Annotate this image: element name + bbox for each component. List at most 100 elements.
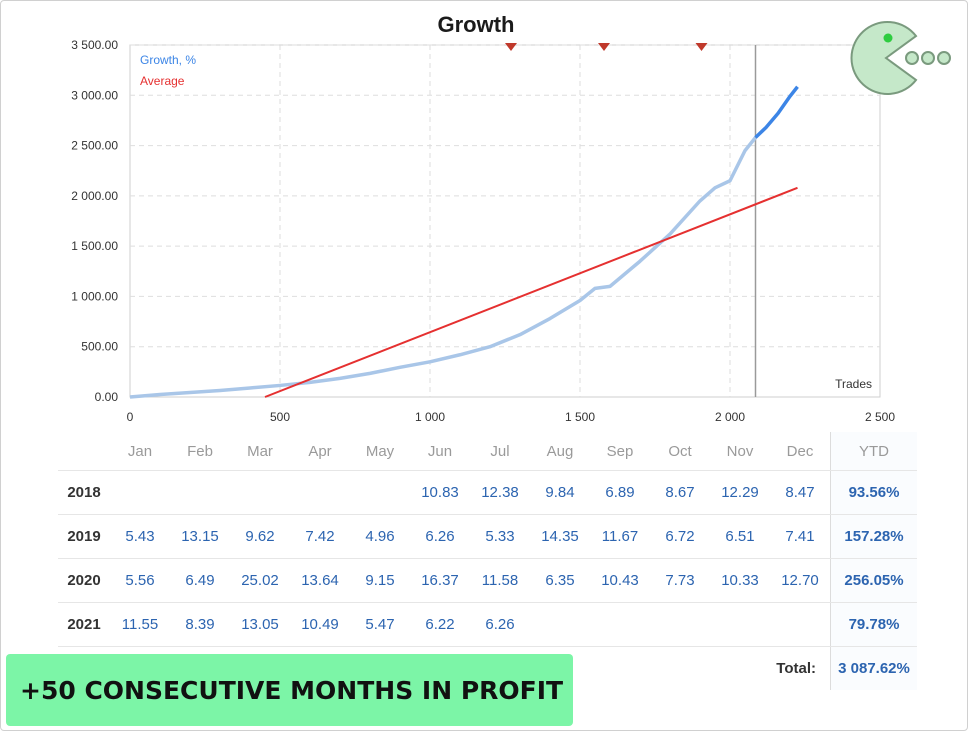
month-value-cell: 6.26	[410, 514, 470, 559]
month-header: Nov	[710, 432, 770, 471]
month-value-cell	[530, 602, 590, 647]
month-header: Feb	[170, 432, 230, 471]
month-value-cell: 4.96	[350, 514, 410, 559]
month-value-cell: 16.37	[410, 558, 470, 603]
month-value-cell: 13.64	[290, 558, 350, 603]
month-value-cell: 13.15	[170, 514, 230, 559]
y-tick-label: 1 500.00	[71, 239, 118, 253]
legend-growth: Growth, %	[140, 53, 196, 67]
month-value-cell: 10.33	[710, 558, 770, 603]
y-tick-label: 3 000.00	[71, 88, 118, 102]
month-value-cell: 8.67	[650, 470, 710, 515]
promo-banner-text: +50 CONSECUTIVE MONTHS IN PROFIT	[20, 675, 564, 705]
x-axis-label: Trades	[835, 377, 872, 391]
month-value-cell: 11.67	[590, 514, 650, 559]
month-value-cell: 5.47	[350, 602, 410, 647]
month-value-cell	[710, 602, 770, 647]
month-header: Mar	[230, 432, 290, 471]
table-row: 2019 5.43 13.15 9.62 7.42 4.96 6.26 5.33 14.35 11…	[58, 514, 917, 559]
month-value-cell: 25.02	[230, 558, 290, 603]
event-marker	[505, 43, 517, 51]
table-header-row: Jan Feb Mar Apr May Jun Jul Aug Sep Oct Nov Dec YTD	[58, 432, 917, 471]
month-header: Apr	[290, 432, 350, 471]
ytd-value-cell: 157.28%	[830, 514, 917, 559]
series-line	[129, 136, 757, 399]
month-value-cell: 14.35	[530, 514, 590, 559]
month-value-cell: 7.41	[770, 514, 831, 559]
chart-title: Growth	[437, 12, 515, 37]
x-tick-label: 1 000	[415, 410, 445, 424]
month-value-cell: 11.55	[110, 602, 170, 647]
month-value-cell: 13.05	[230, 602, 290, 647]
ytd-value-cell: 256.05%	[830, 558, 917, 603]
month-header: Jun	[410, 432, 470, 471]
month-value-cell: 10.83	[410, 470, 470, 515]
x-tick-label: 0	[127, 410, 134, 424]
month-value-cell	[230, 470, 290, 515]
month-value-cell: 12.70	[770, 558, 831, 603]
year-cell: 2020	[58, 558, 110, 603]
legend-average: Average	[140, 74, 185, 88]
month-value-cell: 7.73	[650, 558, 710, 603]
month-value-cell: 6.51	[710, 514, 770, 559]
y-tick-label: 2 000.00	[71, 189, 118, 203]
month-value-cell: 5.56	[110, 558, 170, 603]
total-label: Total:	[776, 660, 816, 677]
x-tick-label: 1 500	[565, 410, 595, 424]
x-tick-label: 2 500	[865, 410, 895, 424]
x-tick-label: 2 000	[715, 410, 745, 424]
month-value-cell: 6.26	[470, 602, 530, 647]
month-header: Aug	[530, 432, 590, 471]
promo-banner: +50 CONSECUTIVE MONTHS IN PROFIT	[6, 654, 573, 726]
event-marker	[598, 43, 610, 51]
monthly-returns-table: Jan Feb Mar Apr May Jun Jul Aug Sep Oct Nov Dec YTD …	[58, 432, 917, 690]
month-value-cell: 8.39	[170, 602, 230, 647]
month-header: Dec	[770, 432, 831, 471]
month-header: Jan	[110, 432, 170, 471]
pacman-logo-icon	[850, 21, 951, 95]
y-tick-label: 0.00	[95, 390, 119, 404]
series-line	[754, 85, 799, 139]
series-line	[264, 186, 798, 398]
month-value-cell: 9.15	[350, 558, 410, 603]
month-value-cell	[350, 470, 410, 515]
month-value-cell: 11.58	[470, 558, 530, 603]
month-value-cell: 6.49	[170, 558, 230, 603]
event-marker	[695, 43, 708, 51]
month-value-cell: 10.43	[590, 558, 650, 603]
month-value-cell: 5.43	[110, 514, 170, 559]
y-tick-label: 500.00	[81, 340, 118, 354]
month-value-cell: 6.35	[530, 558, 590, 603]
month-value-cell: 9.84	[530, 470, 590, 515]
month-value-cell	[170, 470, 230, 515]
year-cell: 2021	[58, 602, 110, 647]
month-value-cell: 6.72	[650, 514, 710, 559]
table-row: 2018 10.83 12.38 9.84 6.89 8.67 12.29 8.47 93.56…	[58, 470, 917, 515]
month-value-cell: 8.47	[770, 470, 831, 515]
total-value: 3 087.62%	[830, 646, 917, 690]
y-tick-label: 1 000.00	[71, 289, 118, 303]
table-row: 2020 5.56 6.49 25.02 13.64 9.15 16.37 11.58 6.35…	[58, 558, 917, 603]
month-value-cell	[650, 602, 710, 647]
year-cell: 2019	[58, 514, 110, 559]
month-value-cell: 6.89	[590, 470, 650, 515]
ytd-value-cell: 79.78%	[830, 602, 917, 647]
growth-chart: 0.00 500.00 1 000.00 1 500.00 2 000.00 2 500.…	[71, 38, 895, 424]
y-tick-label: 3 500.00	[71, 38, 118, 52]
table-row: 2021 11.55 8.39 13.05 10.49 5.47 6.22 6.26 79.78…	[58, 602, 917, 647]
ytd-value-cell: 93.56%	[830, 470, 917, 515]
month-value-cell: 6.22	[410, 602, 470, 647]
month-header: Sep	[590, 432, 650, 471]
month-value-cell: 12.29	[710, 470, 770, 515]
month-header: Jul	[470, 432, 530, 471]
ytd-header: YTD	[830, 432, 917, 471]
month-header: May	[350, 432, 410, 471]
month-value-cell: 9.62	[230, 514, 290, 559]
month-value-cell	[770, 602, 831, 647]
y-tick-label: 2 500.00	[71, 139, 118, 153]
month-value-cell: 5.33	[470, 514, 530, 559]
month-value-cell	[110, 470, 170, 515]
month-value-cell: 10.49	[290, 602, 350, 647]
month-value-cell: 7.42	[290, 514, 350, 559]
year-cell: 2018	[58, 470, 110, 515]
